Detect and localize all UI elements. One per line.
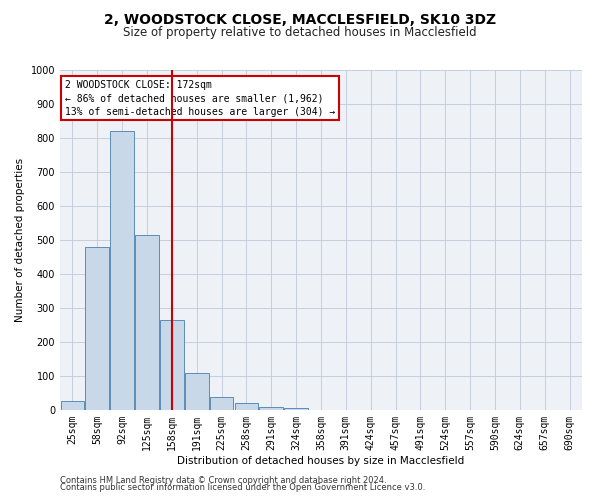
Bar: [85, 247, 109, 410]
Text: Contains HM Land Registry data © Crown copyright and database right 2024.: Contains HM Land Registry data © Crown c…: [60, 476, 386, 485]
Bar: [61, 401, 84, 410]
Text: 2, WOODSTOCK CLOSE, MACCLESFIELD, SK10 3DZ: 2, WOODSTOCK CLOSE, MACCLESFIELD, SK10 3…: [104, 12, 496, 26]
Text: 2 WOODSTOCK CLOSE: 172sqm
← 86% of detached houses are smaller (1,962)
13% of se: 2 WOODSTOCK CLOSE: 172sqm ← 86% of detac…: [65, 80, 335, 116]
Bar: [235, 403, 258, 410]
Bar: [160, 320, 184, 410]
Text: Contains public sector information licensed under the Open Government Licence v3: Contains public sector information licen…: [60, 484, 425, 492]
Text: Size of property relative to detached houses in Macclesfield: Size of property relative to detached ho…: [123, 26, 477, 39]
Bar: [110, 131, 134, 410]
Bar: [284, 408, 308, 410]
Bar: [210, 398, 233, 410]
X-axis label: Distribution of detached houses by size in Macclesfield: Distribution of detached houses by size …: [178, 456, 464, 466]
Bar: [135, 235, 159, 410]
Y-axis label: Number of detached properties: Number of detached properties: [15, 158, 25, 322]
Bar: [259, 406, 283, 410]
Bar: [185, 372, 209, 410]
